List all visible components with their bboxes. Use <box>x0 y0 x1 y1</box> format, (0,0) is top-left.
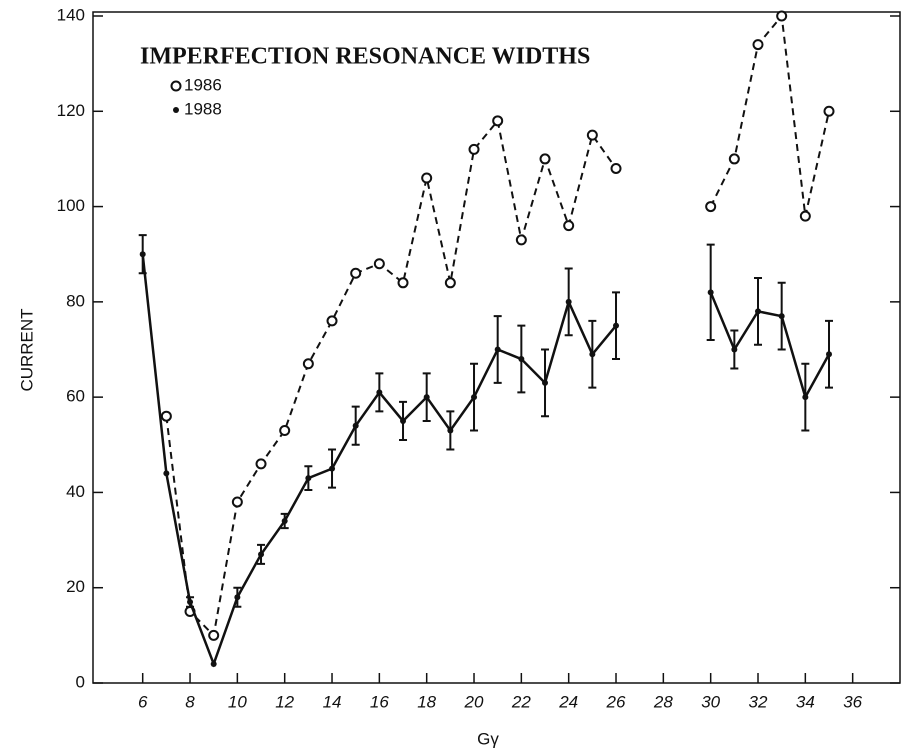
point <box>400 417 407 424</box>
point <box>255 458 267 470</box>
x-axis-label: Gγ <box>477 729 499 748</box>
x-tick-label: 30 <box>701 692 720 711</box>
y-tick-label: 120 <box>57 101 85 120</box>
point <box>421 172 433 184</box>
x-tick-label: 22 <box>511 692 531 711</box>
y-tick-label: 60 <box>66 387 85 406</box>
x-tick-label: 8 <box>185 692 195 711</box>
legend-label: 1986 <box>184 75 222 94</box>
x-tick-label: 12 <box>275 692 294 711</box>
point <box>613 322 620 329</box>
point <box>305 475 312 482</box>
point <box>799 210 811 222</box>
point <box>373 258 385 270</box>
point <box>589 351 596 358</box>
point <box>705 201 717 213</box>
point <box>302 358 314 370</box>
plot-frame <box>92 11 901 684</box>
x-tick-label: 10 <box>228 692 247 711</box>
x-tick-label: 18 <box>417 692 436 711</box>
y-axis-label: CURRENT <box>17 308 36 391</box>
point <box>423 394 430 401</box>
y-tick-label: 140 <box>57 5 85 24</box>
point <box>731 346 738 353</box>
x-tick-label: 28 <box>653 692 673 711</box>
x-tick-label: 26 <box>606 692 626 711</box>
y-tick-label: 100 <box>57 196 85 215</box>
point <box>542 379 549 386</box>
point <box>352 422 359 429</box>
y-tick-label: 40 <box>66 482 85 501</box>
point <box>329 465 336 472</box>
point <box>802 394 809 401</box>
point <box>826 351 833 358</box>
x-tick-label: 36 <box>843 692 862 711</box>
x-tick-label: 34 <box>796 692 815 711</box>
legend-marker <box>173 107 179 113</box>
point <box>586 129 598 141</box>
point <box>139 251 146 258</box>
point <box>728 153 740 165</box>
legend-marker <box>170 80 182 92</box>
x-tick-label: 20 <box>464 692 484 711</box>
point <box>187 599 194 606</box>
point <box>279 424 291 436</box>
point <box>447 427 454 434</box>
x-tick-label: 6 <box>138 692 148 711</box>
point <box>565 298 572 305</box>
point <box>231 496 243 508</box>
point <box>160 410 172 422</box>
legend-label: 1988 <box>184 99 222 118</box>
y-tick-label: 80 <box>66 291 85 310</box>
series-line <box>165 13 830 638</box>
point <box>515 234 527 246</box>
point <box>776 10 788 22</box>
point <box>518 356 525 363</box>
point <box>468 143 480 155</box>
chart-title: IMPERFECTION RESONANCE WIDTHS <box>140 44 590 70</box>
point <box>563 220 575 232</box>
point <box>397 277 409 289</box>
point <box>258 551 265 558</box>
point <box>752 39 764 51</box>
point <box>376 389 383 396</box>
point <box>350 267 362 279</box>
point <box>823 105 835 117</box>
point <box>494 346 501 353</box>
x-tick-label: 16 <box>370 692 389 711</box>
point <box>210 660 217 667</box>
point <box>778 313 785 320</box>
point <box>492 115 504 127</box>
y-tick-label: 20 <box>66 577 85 596</box>
y-tick-label: 0 <box>76 672 85 691</box>
point <box>471 394 478 401</box>
x-tick-label: 24 <box>558 692 578 711</box>
point <box>163 470 170 477</box>
x-tick-label: 32 <box>749 692 768 711</box>
x-tick-label: 14 <box>323 692 342 711</box>
point <box>707 289 714 296</box>
point <box>208 629 220 641</box>
point <box>326 315 338 327</box>
point <box>234 594 241 601</box>
point <box>755 308 762 315</box>
point <box>539 153 551 165</box>
point <box>610 162 622 174</box>
point <box>444 277 456 289</box>
point <box>281 518 288 525</box>
